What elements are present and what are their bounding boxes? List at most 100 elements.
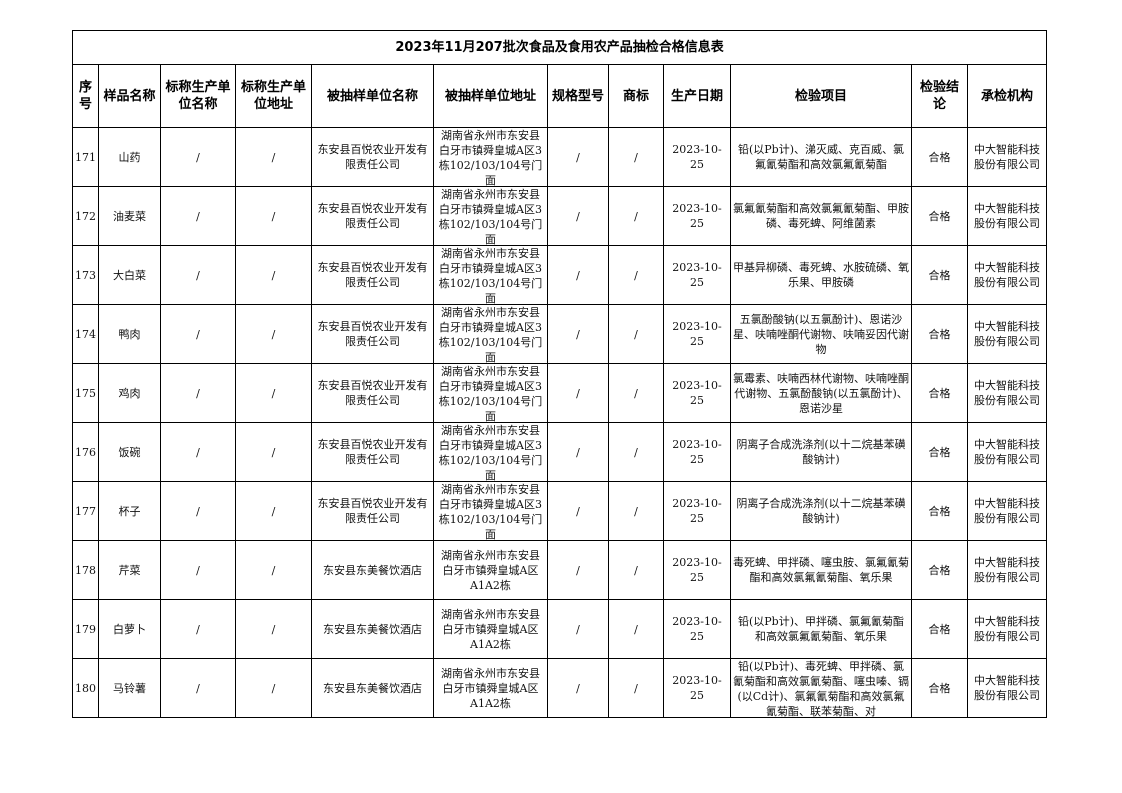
table-row: 179 白萝卜 / / 东安县东美餐饮酒店 湖南省永州市东安县白牙市镇舜皇城A区A1A2栋… <box>72 599 1048 659</box>
cell-sample-name: 大白菜 <box>98 245 161 305</box>
inspection-table: 2023年11月207批次食品及食用农产品抽检合格信息表 序号 样品名称 标称生产单… <box>71 30 1048 718</box>
cell-result: 合格 <box>911 363 968 423</box>
cell-text: 大白菜 <box>113 268 146 282</box>
cell-inspection-items: 阴离子合成洗涤剂(以十二烷基苯磺酸钠计) <box>730 422 912 482</box>
cell-text: 2023-10-25 <box>672 143 722 171</box>
cell-text: 氯氟氰菊酯和高效氯氟氰菊酯、甲胺磷、毒死蜱、阿维菌素 <box>733 202 909 230</box>
cell-no: 174 <box>72 304 99 364</box>
cell-inspection-items: 阴离子合成洗涤剂(以十二烷基苯磺酸钠计) <box>730 481 912 541</box>
table-row: 172 油麦菜 / / 东安县百悦农业开发有限责任公司 湖南省永州市东安县白牙市镇舜皇城A… <box>72 186 1048 246</box>
cell-text: / <box>271 445 276 459</box>
cell-inspection-items: 铅(以Pb计)、毒死蜱、甲拌磷、氯氰菊酯和高效氯氰菊酯、噻虫嗪、镉(以Cd计)、… <box>730 658 912 718</box>
cell-mfr-address: / <box>235 599 312 659</box>
cell-mfr-address: / <box>235 658 312 718</box>
cell-text: 东安县百悦农业开发有限责任公司 <box>317 379 428 407</box>
cell-inspection-items: 铅(以Pb计)、甲拌磷、氯氟氰菊酯和高效氯氟氰菊酯、氧乐果 <box>730 599 912 659</box>
cell-brand: / <box>608 363 664 423</box>
cell-text: 湖南省永州市东安县白牙市镇舜皇城A区3栋102/103/104号门面 <box>438 247 543 304</box>
cell-text: / <box>271 386 276 400</box>
cell-brand: / <box>608 422 664 482</box>
cell-sampled-unit: 东安县百悦农业开发有限责任公司 <box>311 127 434 187</box>
cell-sampled-address: 湖南省永州市东安县白牙市镇舜皇城A区A1A2栋 <box>433 599 548 659</box>
cell-mfr-address: / <box>235 363 312 423</box>
cell-sample-name: 芹菜 <box>98 540 161 600</box>
cell-text: 2023-10-25 <box>672 261 722 289</box>
cell-text: / <box>196 681 200 695</box>
cell-text: / <box>576 150 580 164</box>
cell-production-date: 2023-10-25 <box>663 481 731 541</box>
cell-inspection-items: 甲基异柳磷、毒死蜱、水胺硫磷、氧乐果、甲胺磷 <box>730 245 912 305</box>
cell-text: 177 <box>75 504 96 518</box>
cell-text: 2023-10-25 <box>672 615 722 643</box>
cell-text: / <box>271 681 276 695</box>
cell-spec: / <box>547 599 609 659</box>
cell-text: / <box>196 209 200 223</box>
cell-spec: / <box>547 481 609 541</box>
cell-text: 甲基异柳磷、毒死蜱、水胺硫磷、氧乐果、甲胺磷 <box>733 261 909 289</box>
cell-inspection-items: 氯霉素、呋喃西林代谢物、呋喃唑酮代谢物、五氯酚酸钠(以五氯酚计)、恩诺沙星 <box>730 363 912 423</box>
cell-result: 合格 <box>911 599 968 659</box>
cell-inspection-items: 五氯酚酸钠(以五氯酚计)、恩诺沙星、呋喃唑酮代谢物、呋喃妥因代谢物 <box>730 304 912 364</box>
cell-mfr-address: / <box>235 481 312 541</box>
cell-lab: 中大智能科技股份有限公司 <box>966 363 1048 423</box>
cell-text: 176 <box>75 445 96 459</box>
cell-text: / <box>634 268 638 282</box>
header-spec: 规格型号 <box>547 64 609 128</box>
cell-text: 合格 <box>928 681 951 695</box>
cell-production-date: 2023-10-25 <box>663 363 731 423</box>
cell-text: 山药 <box>118 150 141 164</box>
cell-no: 178 <box>72 540 99 600</box>
cell-sample-name: 鸭肉 <box>98 304 161 364</box>
cell-sample-name: 饭碗 <box>98 422 161 482</box>
cell-text: 中大智能科技股份有限公司 <box>974 320 1041 348</box>
cell-mfr-name: / <box>160 186 236 246</box>
cell-text: / <box>576 327 580 341</box>
cell-sampled-unit: 东安县百悦农业开发有限责任公司 <box>311 481 434 541</box>
cell-text: 中大智能科技股份有限公司 <box>974 497 1041 525</box>
cell-text: / <box>576 504 580 518</box>
cell-text: 东安县百悦农业开发有限责任公司 <box>317 320 428 348</box>
cell-production-date: 2023-10-25 <box>663 304 731 364</box>
cell-text: 合格 <box>928 209 951 223</box>
cell-mfr-name: / <box>160 127 236 187</box>
cell-spec: / <box>547 540 609 600</box>
cell-mfr-address: / <box>235 186 312 246</box>
cell-no: 180 <box>72 658 99 718</box>
cell-sampled-address: 湖南省永州市东安县白牙市镇舜皇城A区3栋102/103/104号门面 <box>433 186 548 246</box>
cell-text: / <box>634 445 638 459</box>
cell-sample-name: 山药 <box>98 127 161 187</box>
cell-text: 湖南省永州市东安县白牙市镇舜皇城A区A1A2栋 <box>441 666 540 710</box>
cell-text: 东安县百悦农业开发有限责任公司 <box>317 438 428 466</box>
cell-text: / <box>634 327 638 341</box>
cell-text: 东安县百悦农业开发有限责任公司 <box>317 261 428 289</box>
cell-mfr-address: / <box>235 422 312 482</box>
cell-no: 177 <box>72 481 99 541</box>
cell-lab: 中大智能科技股份有限公司 <box>966 540 1048 600</box>
cell-sample-name: 杯子 <box>98 481 161 541</box>
cell-text: / <box>634 681 638 695</box>
cell-text: 合格 <box>928 150 951 164</box>
cell-text: 2023-10-25 <box>672 438 722 466</box>
cell-text: 铅(以Pb计)、甲拌磷、氯氟氰菊酯和高效氯氟氰菊酯、氧乐果 <box>737 615 905 643</box>
cell-text: 芹菜 <box>118 563 141 577</box>
cell-sample-name: 白萝卜 <box>98 599 161 659</box>
cell-text: 175 <box>75 386 96 400</box>
cell-lab: 中大智能科技股份有限公司 <box>966 658 1048 718</box>
cell-text: / <box>634 563 638 577</box>
cell-sampled-unit: 东安县百悦农业开发有限责任公司 <box>311 245 434 305</box>
cell-text: 湖南省永州市东安县白牙市镇舜皇城A区3栋102/103/104号门面 <box>438 306 543 363</box>
cell-text: / <box>196 504 200 518</box>
cell-text: / <box>576 386 580 400</box>
cell-sampled-unit: 东安县百悦农业开发有限责任公司 <box>311 422 434 482</box>
cell-text: 合格 <box>928 504 951 518</box>
cell-text: 172 <box>75 209 96 223</box>
cell-text: 湖南省永州市东安县白牙市镇舜皇城A区A1A2栋 <box>441 548 540 592</box>
cell-brand: / <box>608 304 664 364</box>
cell-text: 合格 <box>928 445 951 459</box>
cell-brand: / <box>608 599 664 659</box>
cell-sampled-unit: 东安县东美餐饮酒店 <box>311 599 434 659</box>
cell-spec: / <box>547 245 609 305</box>
header-result: 检验结论 <box>911 64 968 128</box>
cell-text: 阴离子合成洗涤剂(以十二烷基苯磺酸钠计) <box>736 438 906 466</box>
header-sampled-unit: 被抽样单位名称 <box>311 64 434 128</box>
